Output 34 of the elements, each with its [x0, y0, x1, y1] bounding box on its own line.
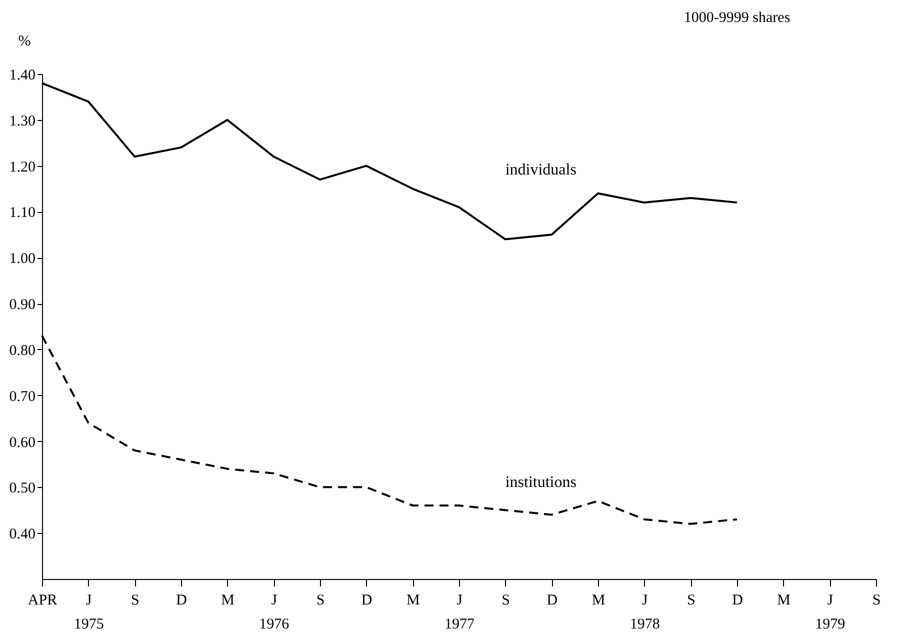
x-tick-label: J 1978 — [630, 592, 660, 632]
chart-title: 1000-9999 shares — [684, 10, 790, 26]
y-tick-label: 1.30 — [9, 113, 36, 130]
y-tick-label: 1.40 — [9, 68, 36, 84]
x-tick-label: M — [221, 592, 235, 608]
y-tick-label: 0.50 — [9, 480, 36, 497]
x-tick-label: M — [592, 592, 606, 608]
x-tick-label: S — [130, 592, 140, 608]
y-tick-label: 0.70 — [9, 388, 36, 405]
y-tick-label: 1.10 — [9, 205, 36, 222]
y-axis-title: % — [18, 34, 31, 50]
x-tick-label: J 1979 — [815, 592, 846, 632]
y-tick-label: 0.90 — [9, 297, 36, 314]
series-label: individuals — [505, 161, 576, 178]
y-tick-label: 1.20 — [9, 159, 36, 176]
y-tick-label: 0.80 — [9, 342, 36, 359]
x-tick-label: M — [777, 592, 791, 608]
x-tick-label: D — [546, 592, 558, 608]
x-tick-label: J 1976 — [259, 592, 290, 632]
y-tick-label: 0.40 — [9, 526, 36, 543]
x-tick-label: J 1977 — [444, 592, 475, 632]
x-tick-label: M — [406, 592, 420, 608]
x-tick-label: D — [732, 592, 744, 608]
x-tick-label: S — [872, 592, 881, 608]
x-tick-label: D — [176, 592, 188, 608]
y-tick-label: 0.60 — [9, 434, 36, 451]
x-tick-label: D — [361, 592, 372, 608]
x-tick-label: S — [316, 592, 325, 608]
y-tick-label: 1.00 — [9, 251, 36, 268]
x-tick-label: APR — [28, 592, 58, 608]
series-label: institutions — [505, 474, 576, 492]
x-tick-label: S — [502, 592, 510, 608]
x-tick-label: S — [686, 592, 696, 608]
x-tick-label: J 1975 — [74, 592, 104, 632]
